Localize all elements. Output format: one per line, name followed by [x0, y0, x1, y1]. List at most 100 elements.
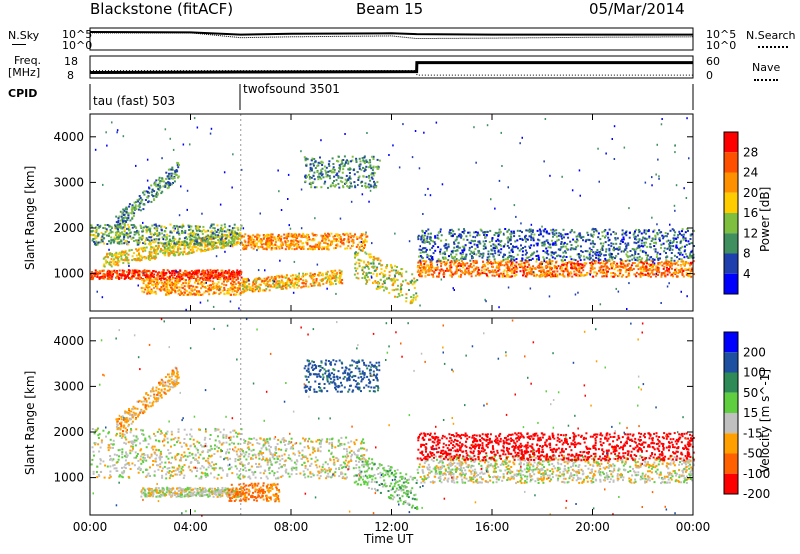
heat-cell: [660, 275, 663, 278]
heat-cell: [370, 262, 373, 265]
heat-cell: [619, 265, 622, 268]
heat-cell: [177, 289, 179, 292]
heat-cell: [483, 232, 486, 235]
heat-cell: [231, 227, 234, 230]
heat-cell: [231, 275, 234, 278]
heat-cell: [692, 273, 695, 276]
heat-cell: [160, 226, 163, 229]
heat-cell: [150, 256, 153, 259]
heat-cell: [235, 273, 238, 276]
heat-cell: [543, 258, 546, 261]
heat-cell: [201, 238, 204, 241]
heat-cell: [417, 234, 420, 237]
heat-cell: [605, 250, 608, 253]
heat-cell: [487, 275, 490, 278]
heat-cell: [446, 267, 448, 270]
heat-cell: [322, 176, 325, 179]
heat-cell: [101, 239, 104, 242]
heat-cell: [140, 255, 143, 258]
heat-cell: [582, 255, 585, 258]
heat-cell: [239, 242, 242, 245]
heat-cell: [142, 208, 145, 211]
heat-cell: [455, 253, 458, 256]
heat-cell: [381, 285, 384, 288]
heat-cell: [330, 184, 333, 187]
heat-cell: [302, 285, 305, 288]
heat-cell: [231, 283, 234, 286]
heat-cell: [156, 191, 158, 194]
heat-cell: [150, 251, 153, 254]
heat-cell: [162, 271, 165, 274]
heat-cell: [133, 212, 136, 215]
heat-cell: [501, 264, 504, 266]
heat-cell: [656, 266, 659, 269]
heat-cell: [110, 277, 113, 280]
heat-cell: [663, 271, 666, 274]
heat-cell: [661, 264, 664, 267]
heat-cell: [324, 236, 326, 238]
heat-cell: [293, 286, 296, 289]
heat-cell: [551, 267, 553, 270]
heat-cell: [186, 243, 189, 246]
heat-cell: [355, 261, 358, 264]
heat-cell: [135, 259, 138, 262]
heat-cell: [270, 248, 273, 251]
heat-cell: [234, 231, 237, 234]
heat-cell: [178, 233, 181, 236]
heat-cell: [93, 234, 96, 237]
heat-cell: [297, 284, 300, 287]
heat-cell: [92, 234, 95, 236]
heat-cell: [106, 243, 109, 245]
heat-cell: [428, 273, 431, 276]
heat-cell: [147, 287, 150, 290]
heat-cell: [258, 287, 261, 290]
heat-cell: [421, 271, 424, 274]
heat-cell: [452, 249, 455, 252]
heat-cell: [159, 180, 162, 183]
heat-cell: [636, 247, 639, 249]
heat-cell: [174, 254, 177, 257]
heat-cell: [570, 263, 573, 266]
heat-cell: [312, 234, 315, 237]
heat-cell: [419, 251, 422, 254]
heat-cell: [239, 291, 242, 294]
heat-cell: [222, 246, 225, 249]
heat-cell: [321, 238, 324, 241]
heat-cell: [332, 282, 334, 285]
heat-cell: [646, 230, 649, 233]
heat-cell: [159, 250, 162, 253]
heat-cell: [173, 180, 176, 183]
heat-cell: [539, 273, 542, 276]
heat-cell: [662, 267, 665, 270]
heat-cell: [591, 262, 594, 265]
heat-cell: [173, 242, 176, 245]
heat-cell: [214, 233, 217, 236]
heat-cell: [312, 282, 315, 285]
heat-cell: [374, 280, 377, 283]
heat-cell: [641, 239, 644, 242]
heat-cell: [382, 273, 385, 276]
heat-cell: [151, 224, 154, 227]
heat-cell: [407, 282, 410, 285]
heat-cell: [473, 261, 476, 264]
heat-cell: [143, 203, 145, 206]
heat-cell: [220, 224, 223, 227]
heat-cell: [349, 185, 352, 188]
heat-cell: [280, 288, 283, 290]
heat-cell: [648, 237, 651, 239]
heat-cell: [449, 270, 452, 272]
heat-cell: [498, 232, 501, 235]
heat-cell: [373, 265, 376, 268]
heat-cell: [556, 255, 558, 258]
heat-cell: [211, 286, 214, 289]
heat-cell: [186, 246, 189, 249]
heat-cell: [347, 240, 350, 243]
heat-cell: [129, 219, 132, 222]
heat-cell: [105, 262, 108, 265]
heat-cell: [194, 225, 197, 228]
heat-cell: [369, 164, 372, 167]
heat-cell: [286, 282, 289, 285]
heat-cell: [369, 253, 372, 256]
heat-cell: [526, 266, 529, 269]
heat-cell: [200, 248, 203, 251]
